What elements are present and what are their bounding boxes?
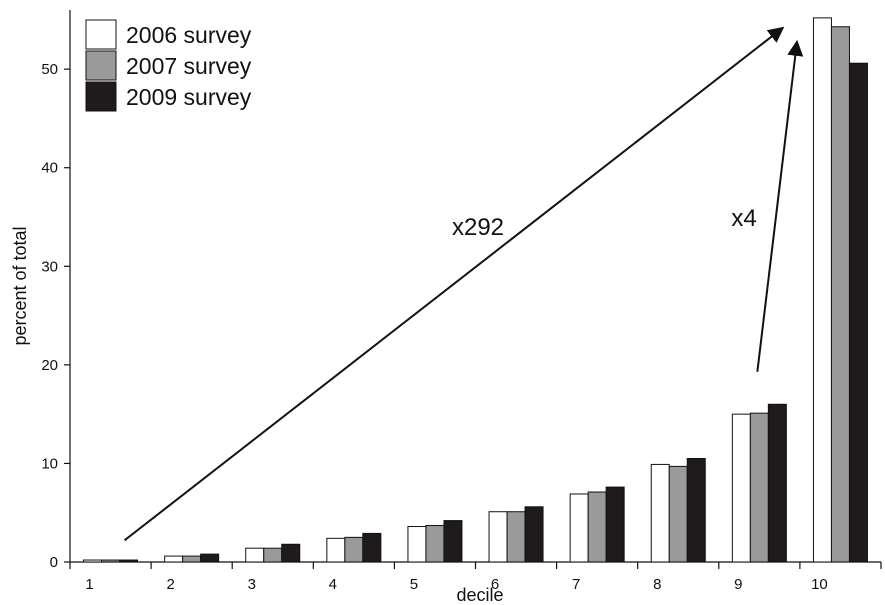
bar [668,465,688,563]
annotation-label: x292 [452,214,504,241]
bar [344,536,364,563]
legend-entry: 2006 survey [126,22,252,48]
y-tick-label: 0 [50,554,58,571]
legend-swatch [85,50,117,81]
annotation-arrow [756,39,804,372]
y-tick-label: 40 [41,160,58,177]
x-tick-label: 6 [491,576,499,593]
bar [686,458,706,563]
annotation-label: x4 [731,205,756,232]
x-tick-label: 7 [572,576,580,593]
bar [164,555,184,563]
bar [605,486,625,563]
x-tick-label: 3 [248,576,256,593]
bar [524,506,544,563]
bar [812,17,832,563]
x-tick-label: 2 [166,576,174,593]
bar [443,520,463,563]
y-tick-label: 20 [41,357,58,374]
bar [119,559,139,563]
legend-entry: 2009 survey [126,84,252,110]
legend-swatch [85,19,117,50]
bar [101,559,121,563]
bar [425,525,445,563]
bar [362,532,382,563]
x-axis-label: decile [456,585,503,605]
y-tick-label: 50 [41,61,58,78]
bar [182,555,202,563]
bar [245,547,265,563]
bar [749,412,769,563]
x-tick-label: 1 [85,576,93,593]
y-tick-label: 10 [41,455,58,472]
bar [83,559,103,563]
bar [767,403,787,563]
bar [407,526,427,563]
legend-swatch [85,81,117,112]
bar [281,543,301,563]
bar [830,26,850,563]
bar [200,553,220,563]
x-tick-label: 4 [329,576,337,593]
x-tick-label: 9 [734,576,742,593]
legend-entry: 2007 survey [126,53,252,79]
annotation-arrow [123,26,785,542]
y-tick-label: 30 [41,258,58,275]
bar [488,511,508,563]
bar [848,62,868,563]
bar [326,537,346,563]
bar [506,511,526,563]
x-tick-label: 10 [811,576,828,593]
bar [263,547,283,563]
bar [569,493,589,563]
bar [731,413,751,563]
bar [587,491,607,563]
bar [650,463,670,563]
y-axis-label: percent of total [10,226,30,345]
x-tick-label: 8 [653,576,661,593]
x-tick-label: 5 [410,576,418,593]
